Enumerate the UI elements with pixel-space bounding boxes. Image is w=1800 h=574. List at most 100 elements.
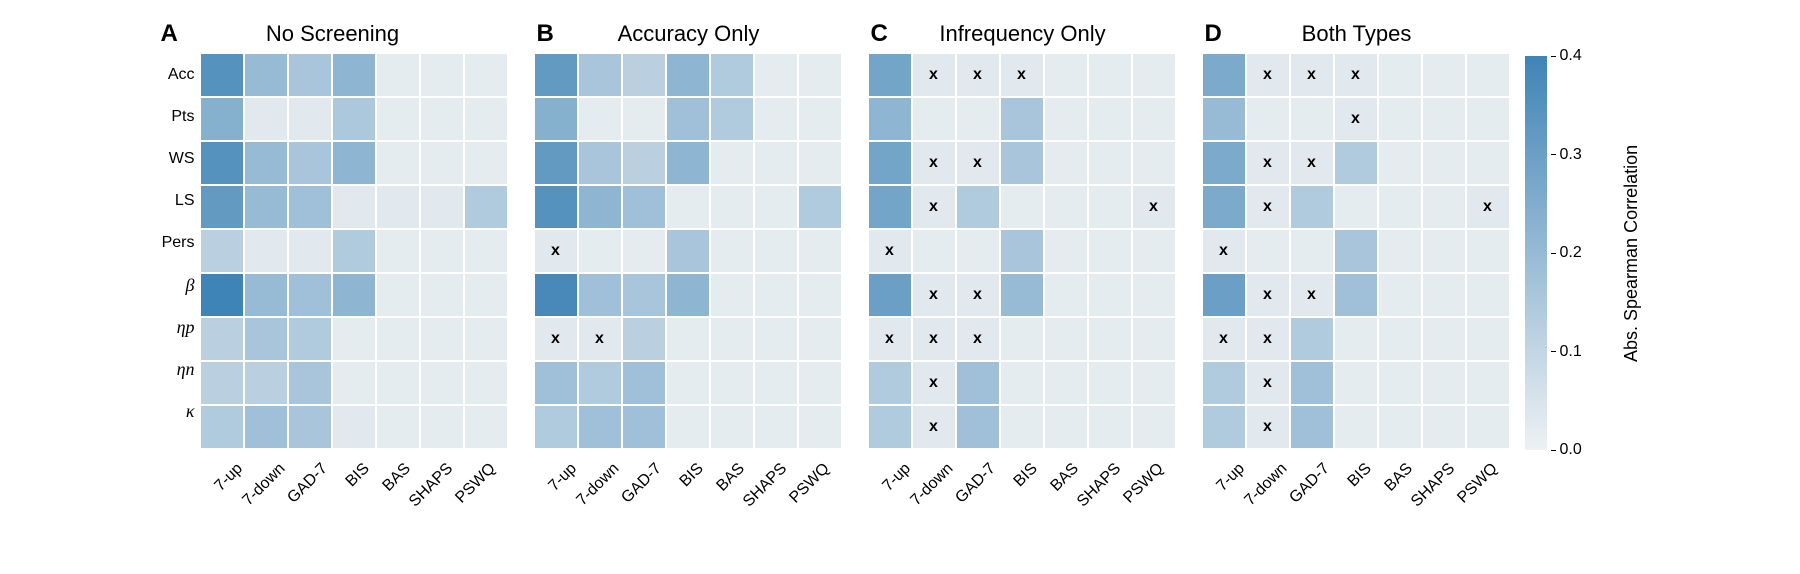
heatmap-cell: x (1247, 406, 1289, 448)
heatmap-cell (245, 406, 287, 448)
significance-mark: x (929, 66, 938, 84)
heatmap-cell (535, 274, 577, 316)
heatmap-row: xxx (535, 54, 841, 448)
heatmap-cell (465, 54, 507, 96)
heatmap-cell (289, 406, 331, 448)
heatmap-cell (667, 54, 709, 96)
panel-b: BAccuracy Onlyxxx7-up7-downGAD-7BISBASSH… (535, 20, 841, 520)
heatmap-cell (1089, 98, 1131, 140)
heatmap-cell (711, 406, 753, 448)
heatmap-cell: x (1335, 54, 1377, 96)
x-label: GAD-7 (1293, 452, 1335, 520)
tick-label: 0.4 (1560, 47, 1582, 65)
significance-mark: x (973, 66, 982, 84)
heatmap-cell (289, 186, 331, 228)
heatmap-cell (421, 230, 463, 272)
heatmap-cell: x (1467, 186, 1509, 228)
x-label: 7-down (1251, 452, 1293, 520)
heatmap-cell: x (1247, 142, 1289, 184)
significance-mark: x (1307, 66, 1316, 84)
heatmap-cell: x (535, 230, 577, 272)
heatmap-cell (799, 54, 841, 96)
colorbar-wrap: 0.40.30.20.10.0 Abs. Spearman Correlatio… (1525, 56, 1642, 450)
y-label: WS (159, 138, 201, 180)
heatmap-cell (1133, 230, 1175, 272)
heatmap-cell (667, 186, 709, 228)
heatmap-cell (1291, 406, 1333, 448)
heatmap-cell (421, 362, 463, 404)
heatmap-cell (465, 318, 507, 360)
heatmap-cell (1045, 230, 1087, 272)
x-axis-labels: 7-up7-downGAD-7BISBASSHAPSPSWQ (1209, 452, 1503, 520)
significance-mark: x (1017, 66, 1026, 84)
heatmap-grid: xxx (535, 54, 841, 448)
heatmap-cell (245, 54, 287, 96)
x-label: BIS (667, 452, 709, 520)
x-label: 7-down (917, 452, 959, 520)
heatmap-cell: x (1335, 98, 1377, 140)
heatmap-cell (1133, 98, 1175, 140)
x-label: GAD-7 (959, 452, 1001, 520)
heatmap-cell (289, 230, 331, 272)
heatmap-cell (245, 186, 287, 228)
panel-title-row: DBoth Types (1203, 20, 1509, 48)
significance-mark: x (1149, 198, 1158, 216)
heatmap-cell (1133, 406, 1175, 448)
heatmap-cell (579, 142, 621, 184)
heatmap-cell: x (957, 142, 999, 184)
heatmap-cell (289, 274, 331, 316)
heatmap-cell (623, 142, 665, 184)
x-label: PSWQ (1461, 452, 1503, 520)
heatmap-cell (1045, 186, 1087, 228)
significance-mark: x (929, 154, 938, 172)
heatmap-cell (1203, 406, 1245, 448)
x-axis-labels: 7-up7-downGAD-7BISBASSHAPSPSWQ (541, 452, 835, 520)
heatmap-cell (957, 98, 999, 140)
heatmap-cell (1001, 406, 1043, 448)
x-label: SHAPS (1085, 452, 1127, 520)
heatmap-cell: x (957, 54, 999, 96)
heatmap-cell (1423, 186, 1465, 228)
heatmap-cell (421, 142, 463, 184)
heatmap-cell (1467, 98, 1509, 140)
heatmap-cell (1203, 54, 1245, 96)
heatmap-cell (201, 54, 243, 96)
significance-mark: x (1263, 330, 1272, 348)
heatmap-cell (957, 406, 999, 448)
heatmap-cell (333, 230, 375, 272)
heatmap-cell (869, 142, 911, 184)
x-label: PSWQ (459, 452, 501, 520)
y-label: κ (159, 390, 201, 432)
heatmap-cell (799, 318, 841, 360)
heatmap-cell (1335, 406, 1377, 448)
significance-mark: x (885, 242, 894, 260)
significance-mark: x (973, 286, 982, 304)
tick-label: 0.3 (1560, 146, 1582, 164)
heatmap-cell (667, 142, 709, 184)
heatmap-cell (667, 98, 709, 140)
heatmap-cell (1203, 362, 1245, 404)
heatmap-cell (667, 362, 709, 404)
x-label: BIS (1335, 452, 1377, 520)
heatmap-cell: x (869, 230, 911, 272)
colorbar-tick: 0.2 (1551, 244, 1582, 262)
heatmap-cell (623, 186, 665, 228)
heatmap-cell (377, 362, 419, 404)
y-label: LS (159, 180, 201, 222)
heatmap-cell (799, 186, 841, 228)
heatmap-cell (1089, 54, 1131, 96)
heatmap-cell (579, 362, 621, 404)
heatmap-cell (623, 230, 665, 272)
x-label: 7-up (541, 452, 583, 520)
heatmap-cell (289, 54, 331, 96)
heatmap-cell (957, 362, 999, 404)
heatmap-cell (289, 98, 331, 140)
y-label: Pts (159, 96, 201, 138)
heatmap-cell (1379, 54, 1421, 96)
heatmap-cell (623, 98, 665, 140)
y-label: β (159, 264, 201, 306)
significance-mark: x (1263, 286, 1272, 304)
heatmap-cell (1203, 186, 1245, 228)
heatmap-cell (755, 54, 797, 96)
heatmap-cell (1045, 54, 1087, 96)
